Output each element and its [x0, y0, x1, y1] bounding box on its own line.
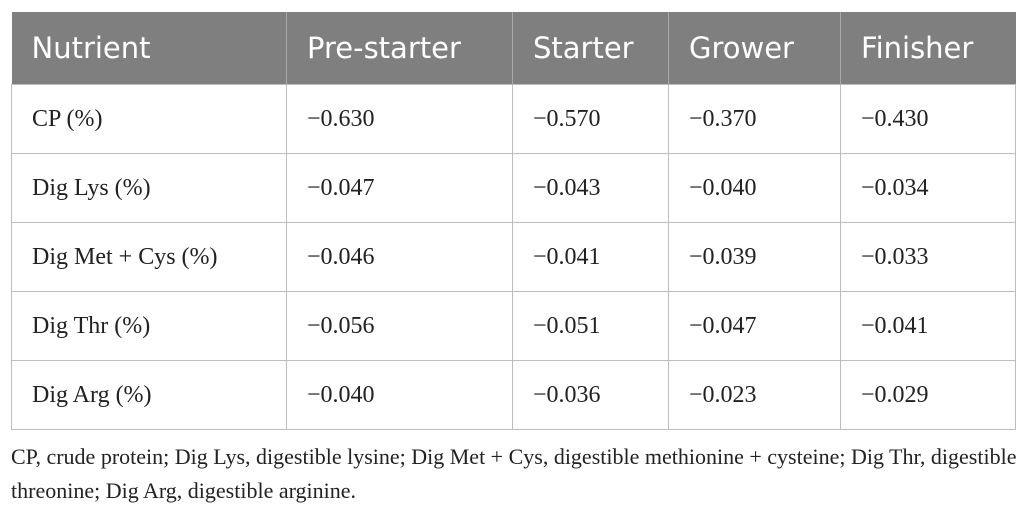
- cell: −0.039: [668, 222, 841, 292]
- cell: −0.041: [840, 291, 1016, 361]
- cell: −0.033: [840, 222, 1016, 292]
- row-label: Dig Thr (%): [11, 291, 287, 361]
- table-row: CP (%) −0.630 −0.570 −0.370 −0.430: [11, 84, 1016, 154]
- header-cell: Grower: [668, 12, 841, 85]
- cell: −0.046: [286, 222, 513, 292]
- table: Nutrient Pre-starter Starter Grower Finisher…: [11, 12, 1016, 430]
- cell: −0.040: [286, 360, 513, 430]
- cell: −0.370: [668, 84, 841, 154]
- row-label: CP (%): [11, 84, 287, 154]
- cell: −0.040: [668, 153, 841, 223]
- cell: −0.023: [668, 360, 841, 430]
- table-body: CP (%) −0.630 −0.570 −0.370 −0.430 Dig Lys (%…: [11, 84, 1016, 430]
- header-cell: Finisher: [840, 12, 1016, 85]
- header-cell: Pre-starter: [286, 12, 513, 85]
- cell: −0.430: [840, 84, 1016, 154]
- table-row: Dig Thr (%) −0.056 −0.051 −0.047 −0.041: [11, 291, 1016, 361]
- cell: −0.036: [512, 360, 669, 430]
- row-label: Dig Met + Cys (%): [11, 222, 287, 292]
- row-label: Dig Lys (%): [11, 153, 287, 223]
- header-cell: Starter: [512, 12, 669, 85]
- cell: −0.043: [512, 153, 669, 223]
- table-row: Dig Arg (%) −0.040 −0.036 −0.023 −0.029: [11, 360, 1016, 430]
- cell: −0.041: [512, 222, 669, 292]
- cell: −0.034: [840, 153, 1016, 223]
- cell: −0.056: [286, 291, 513, 361]
- cell: −0.051: [512, 291, 669, 361]
- row-label: Dig Arg (%): [11, 360, 287, 430]
- cell: −0.047: [668, 291, 841, 361]
- table-row: Dig Lys (%) −0.047 −0.043 −0.040 −0.034: [11, 153, 1016, 223]
- cell: −0.570: [512, 84, 669, 154]
- footnote: CP, crude protein; Dig Lys, digestible l…: [11, 444, 1017, 503]
- cell: −0.630: [286, 84, 513, 154]
- cell: −0.047: [286, 153, 513, 223]
- header-cell: Nutrient: [11, 12, 287, 85]
- header-row: Nutrient Pre-starter Starter Grower Finisher: [11, 12, 1016, 85]
- table-row: Dig Met + Cys (%) −0.046 −0.041 −0.039 −0.03…: [11, 222, 1016, 292]
- cell: −0.029: [840, 360, 1016, 430]
